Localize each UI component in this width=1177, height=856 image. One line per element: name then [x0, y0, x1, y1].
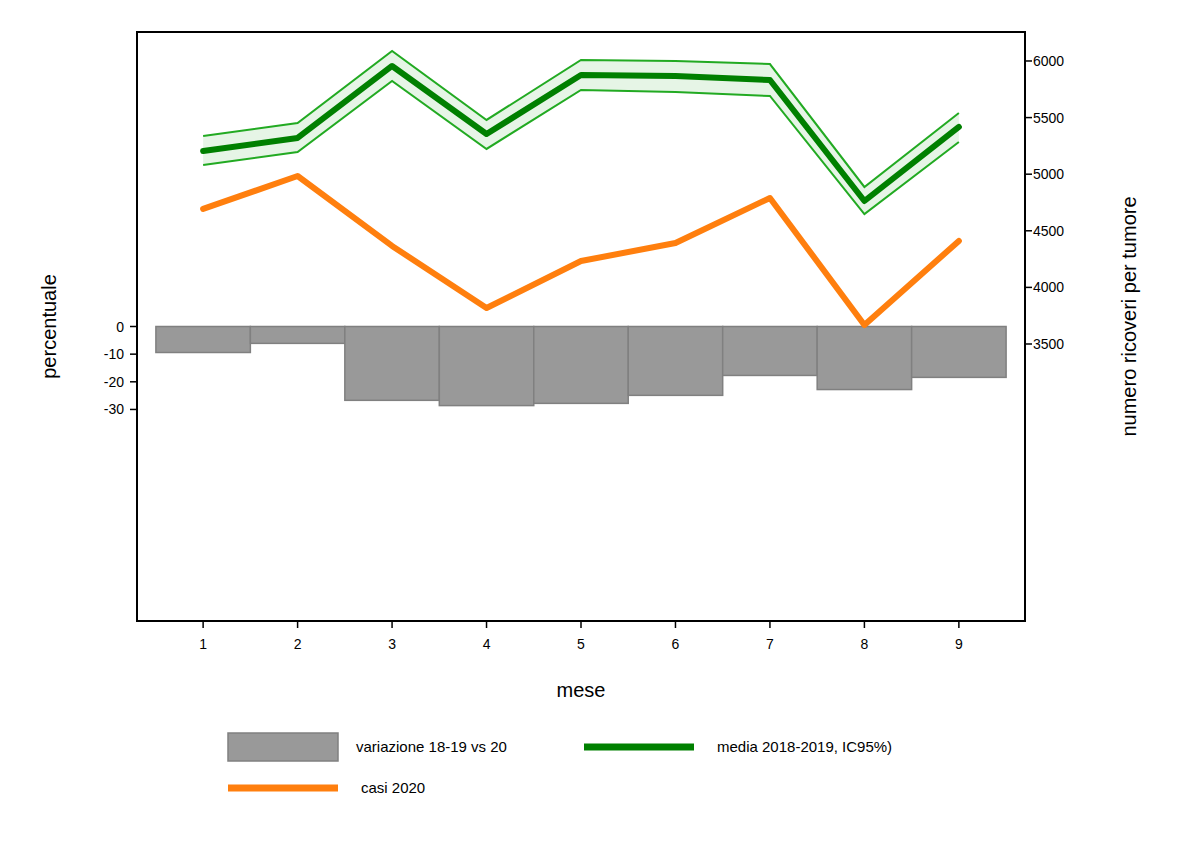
- y2-tick-label: 5500: [1033, 110, 1064, 126]
- y-tick: [130, 326, 137, 328]
- y2-tick-label: 3500: [1033, 336, 1064, 352]
- x-tick: [297, 621, 299, 628]
- y2-tick: [1025, 117, 1032, 119]
- x-tick: [391, 621, 393, 628]
- line: [203, 176, 959, 325]
- bar: [817, 327, 911, 390]
- bar: [156, 327, 250, 353]
- ci-upper-line: [203, 51, 959, 187]
- bar: [345, 327, 439, 401]
- x-tick-label: 8: [861, 636, 869, 652]
- y-tick-label: -20: [104, 374, 124, 390]
- x-tick-label: 1: [199, 636, 207, 652]
- y-tick-label: -30: [104, 401, 124, 417]
- y-tick: [130, 409, 137, 411]
- y2-tick-label: 4500: [1033, 223, 1064, 239]
- legend-swatch: [228, 785, 338, 792]
- plot-area: [156, 51, 1006, 406]
- y2-tick: [1025, 230, 1032, 232]
- x-tick: [486, 621, 488, 628]
- bar: [912, 327, 1006, 378]
- legend-swatch: [228, 733, 338, 761]
- x-tick: [864, 621, 866, 628]
- legend: variazione 18-19 vs 20 media 2018-2019, I…: [228, 733, 892, 796]
- legend-label: casi 2020: [361, 779, 425, 796]
- y2-tick: [1025, 173, 1032, 175]
- y2-tick: [1025, 343, 1032, 345]
- x-tick: [675, 621, 677, 628]
- y2-tick: [1025, 60, 1032, 62]
- ci-lower-line: [203, 81, 959, 214]
- x-tick: [769, 621, 771, 628]
- bar: [628, 327, 722, 396]
- y-tick: [130, 353, 137, 355]
- x-tick-label: 2: [294, 636, 302, 652]
- x-tick: [580, 621, 582, 628]
- legend-label: media 2018-2019, IC95%): [717, 738, 892, 755]
- legend-swatch: [584, 744, 694, 751]
- bar: [250, 327, 344, 344]
- x-tick: [202, 621, 204, 628]
- y2-tick: [1025, 287, 1032, 289]
- y2-tick-label: 4000: [1033, 279, 1064, 295]
- bar: [439, 327, 533, 406]
- plot-frame: [137, 32, 1025, 621]
- y-tick-label: 0: [116, 319, 124, 335]
- y-axis-title: percentuale: [38, 274, 60, 379]
- x-tick-label: 5: [577, 636, 585, 652]
- y-tick: [130, 381, 137, 383]
- x-tick-label: 4: [483, 636, 491, 652]
- y2-tick-label: 5000: [1033, 166, 1064, 182]
- chart: 1 2 3 4 5 6 7 8 9 0 -10 -20 -30 3500 4000 4500 5000 5500 6…: [0, 0, 1177, 856]
- x-tick: [958, 621, 960, 628]
- x-tick-label: 6: [672, 636, 680, 652]
- x-tick-label: 7: [766, 636, 774, 652]
- bar: [534, 327, 628, 404]
- y2-axis-title: numero ricoveri per tumore: [1118, 196, 1140, 436]
- x-tick-label: 3: [388, 636, 396, 652]
- y-tick-label: -10: [104, 346, 124, 362]
- bar: [723, 327, 817, 376]
- line: [203, 66, 959, 201]
- x-axis-title: mese: [557, 679, 606, 701]
- y2-tick-label: 6000: [1033, 53, 1064, 69]
- x-tick-label: 9: [955, 636, 963, 652]
- legend-label: variazione 18-19 vs 20: [356, 738, 507, 755]
